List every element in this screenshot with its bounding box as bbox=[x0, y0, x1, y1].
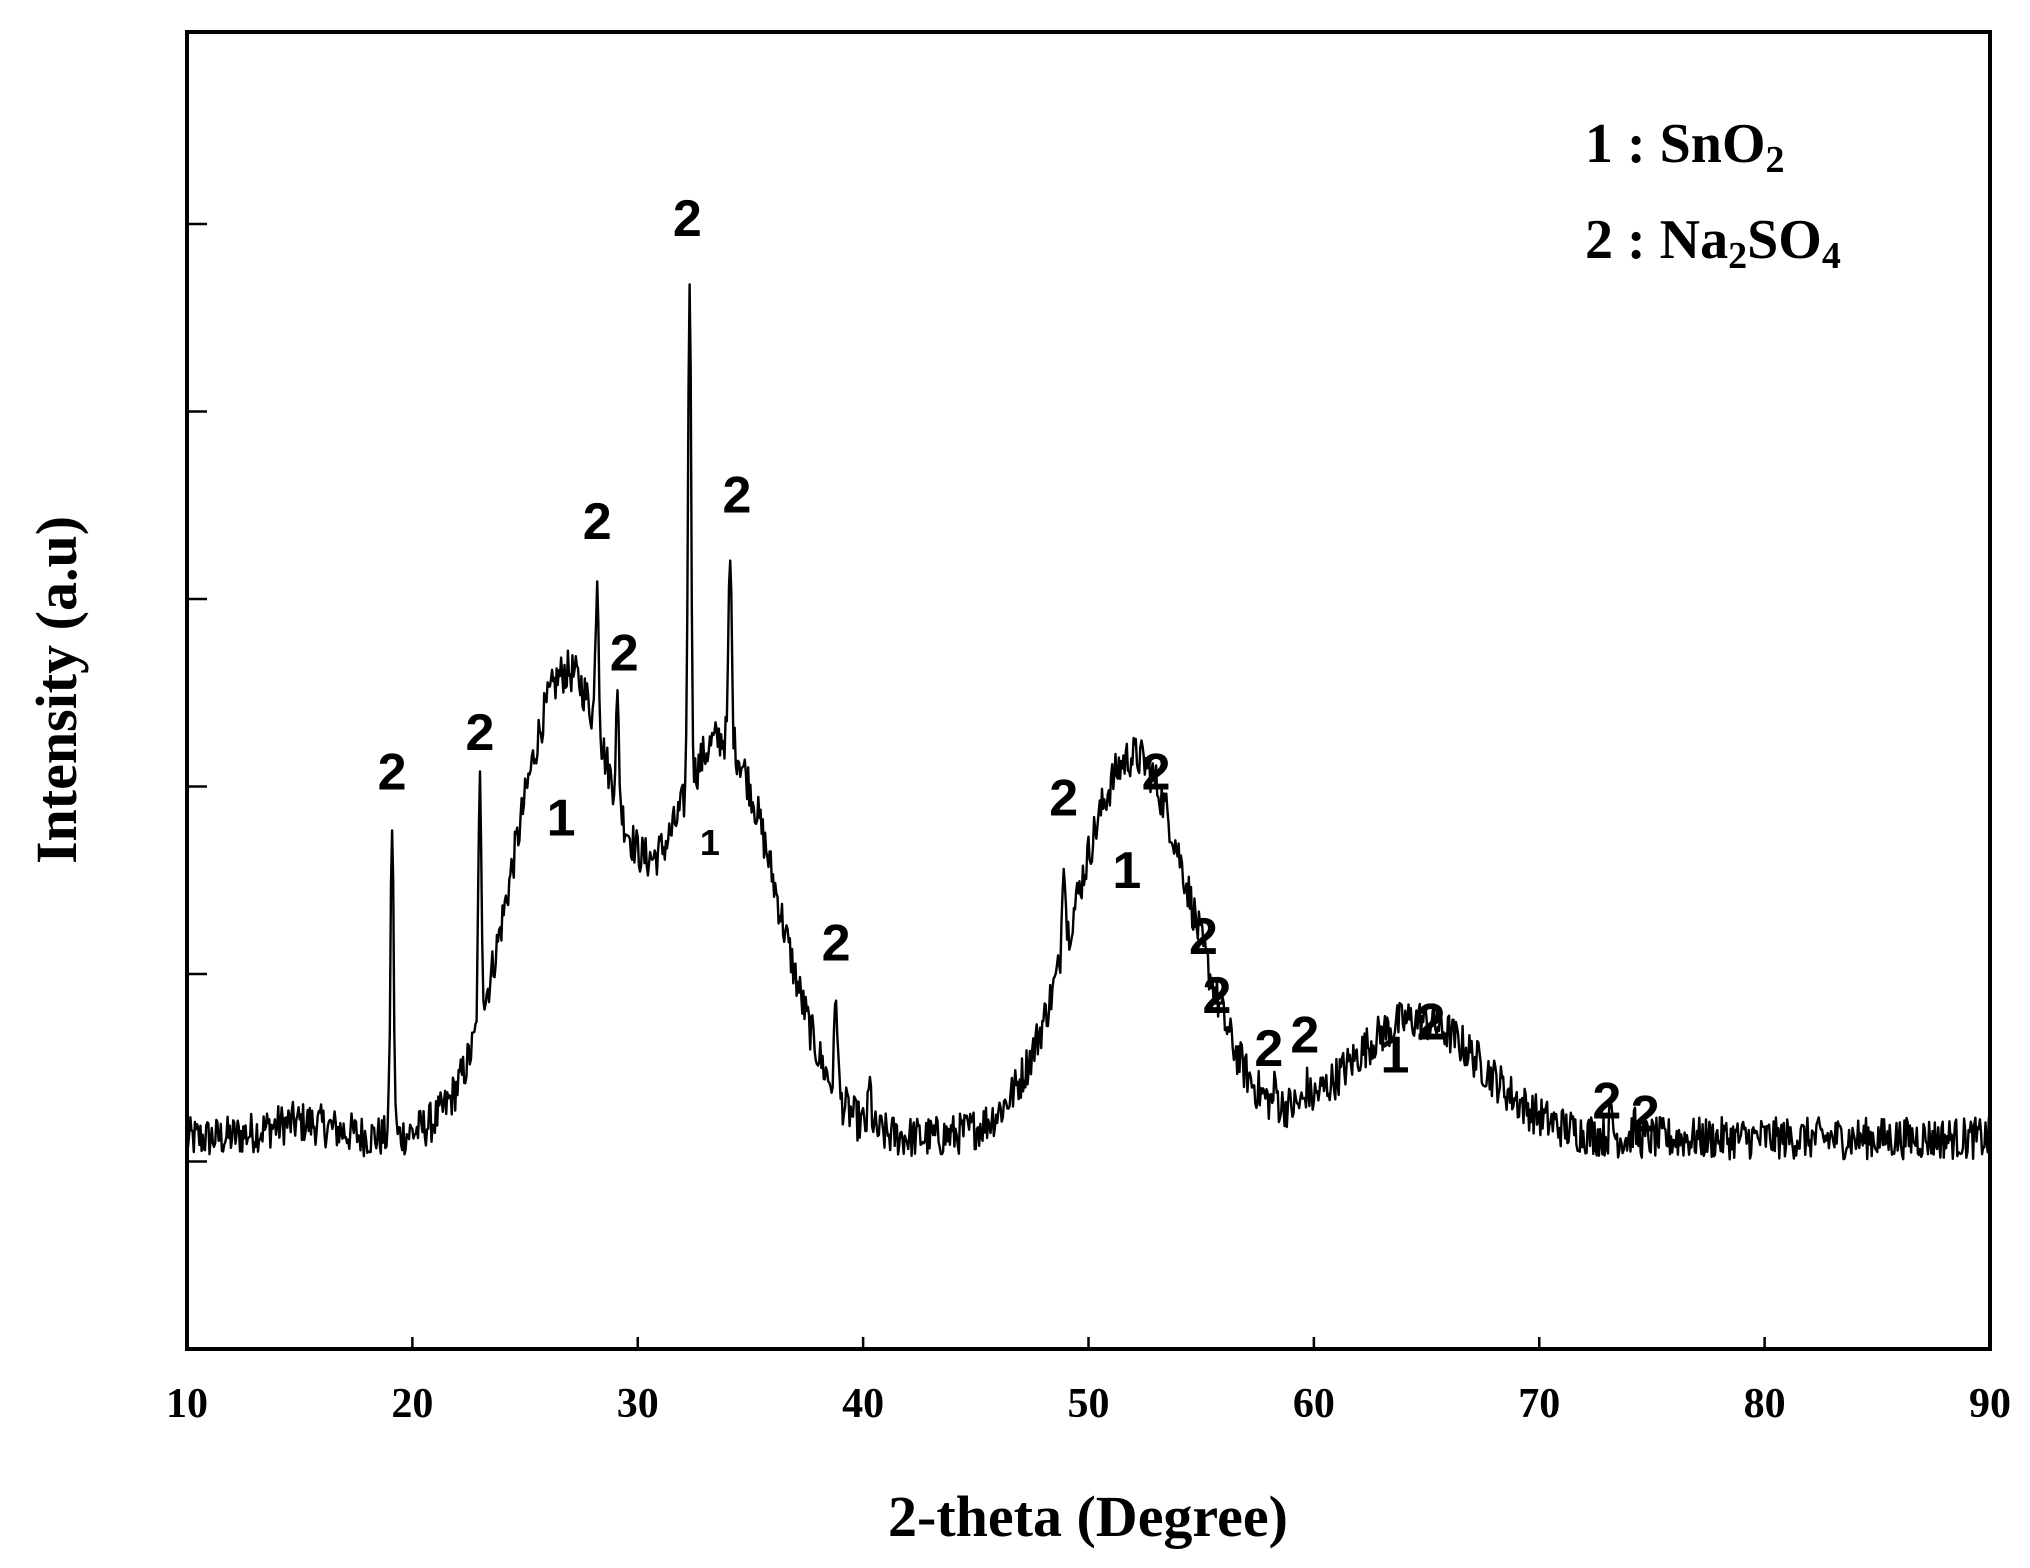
legend-sep-2: : bbox=[1613, 209, 1660, 271]
legend-key-1: 1 bbox=[1585, 113, 1613, 175]
peak-label-2: 2 bbox=[1203, 967, 1232, 1025]
legend-key-2: 2 bbox=[1585, 209, 1613, 271]
peak-label-1: 1 bbox=[547, 789, 576, 847]
x-tick-label: 80 bbox=[1744, 1381, 1786, 1427]
legend-sub-2b: 4 bbox=[1822, 235, 1841, 277]
legend-entry-1: 1 : SnO2 bbox=[1585, 113, 1785, 181]
peak-label-2: 2 bbox=[1417, 994, 1446, 1052]
y-axis-title: Intensity (a.u) bbox=[24, 516, 89, 864]
peak-label-2: 2 bbox=[1592, 1073, 1621, 1131]
legend-label-1: SnO bbox=[1660, 113, 1766, 175]
peak-label-2: 2 bbox=[1254, 1020, 1283, 1078]
x-tick-label: 30 bbox=[617, 1381, 659, 1427]
legend-label-2a: Na bbox=[1660, 209, 1728, 271]
x-axis-ticks: 10 20 30 40 50 60 70 80 90 bbox=[166, 1337, 2011, 1427]
peak-label-2: 2 bbox=[1189, 908, 1218, 966]
x-tick-label: 20 bbox=[391, 1381, 433, 1427]
peak-label-2: 2 bbox=[583, 493, 612, 551]
legend-sub-2a: 2 bbox=[1728, 235, 1747, 277]
peak-label-2: 2 bbox=[1631, 1086, 1660, 1144]
peak-label-2: 2 bbox=[610, 625, 639, 683]
x-tick-label: 50 bbox=[1068, 1381, 1110, 1427]
peak-label-2: 2 bbox=[673, 190, 702, 248]
peak-label-2: 2 bbox=[378, 743, 407, 801]
x-tick-label: 60 bbox=[1293, 1381, 1335, 1427]
x-tick-label: 40 bbox=[842, 1381, 884, 1427]
peak-label-2: 2 bbox=[822, 914, 851, 972]
peak-label-2: 2 bbox=[1049, 770, 1078, 828]
legend: 1 : SnO2 2 : Na2SO4 bbox=[1585, 113, 1841, 277]
x-axis-title: 2-theta (Degree) bbox=[888, 1484, 1288, 1549]
legend-sub-1: 2 bbox=[1766, 139, 1785, 181]
peak-label-2: 2 bbox=[722, 467, 751, 525]
x-tick-label: 70 bbox=[1518, 1381, 1560, 1427]
x-tick-label: 10 bbox=[166, 1381, 208, 1427]
peak-label-2: 2 bbox=[1290, 1007, 1319, 1065]
xrd-pattern-line bbox=[185, 283, 1992, 1161]
peak-label-1: 1 bbox=[700, 822, 720, 863]
peak-label-1: 1 bbox=[1112, 842, 1141, 900]
x-tick-label: 90 bbox=[1969, 1381, 2011, 1427]
legend-label-2b: SO bbox=[1747, 209, 1822, 271]
peak-label-2: 2 bbox=[466, 704, 495, 762]
legend-sep-1: : bbox=[1613, 113, 1660, 175]
peak-label-1: 1 bbox=[1381, 1026, 1410, 1084]
y-axis-ticks bbox=[187, 222, 207, 1163]
peak-label-2: 2 bbox=[1142, 743, 1171, 801]
legend-entry-2: 2 : Na2SO4 bbox=[1585, 209, 1841, 277]
